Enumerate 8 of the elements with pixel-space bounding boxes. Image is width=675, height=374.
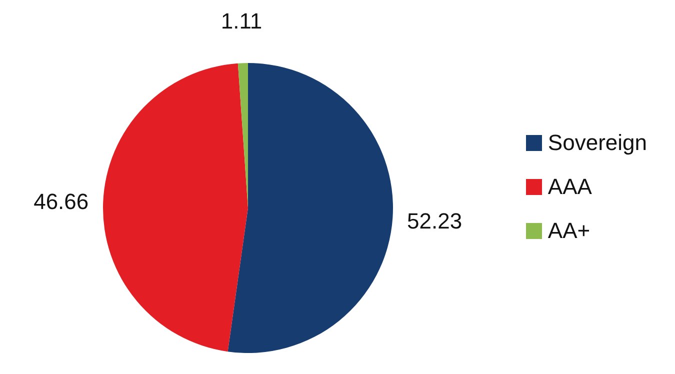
data-label: 52.23: [407, 208, 462, 234]
legend-label: AAA: [548, 173, 592, 201]
pie-slice: [103, 63, 248, 352]
data-label: 1.11: [220, 8, 262, 34]
legend-label: Sovereign: [548, 129, 647, 157]
pie-slice: [228, 63, 393, 353]
data-label: 46.66: [34, 188, 89, 214]
legend-label: AA+: [548, 217, 590, 245]
